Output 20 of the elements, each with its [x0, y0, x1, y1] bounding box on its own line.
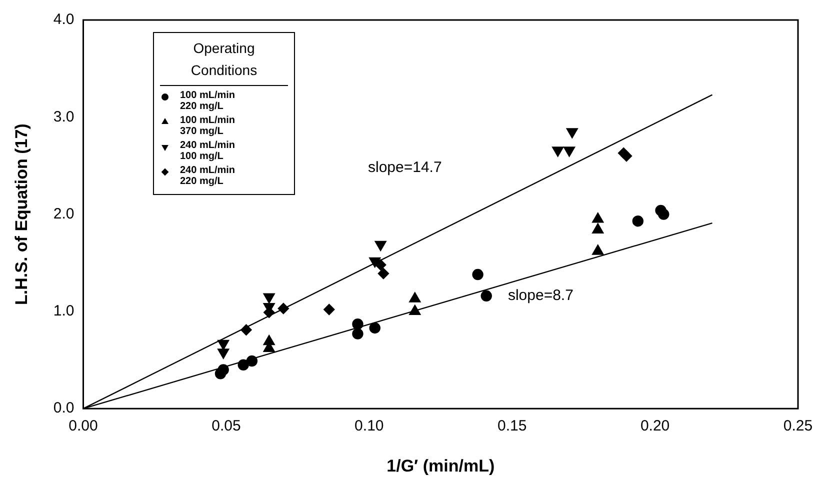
- x-tick-label: 0.25: [783, 418, 813, 435]
- legend-label: 240 mL/min 220 mg/L: [180, 165, 236, 187]
- y-axis-title: L.H.S. of Equation (17): [12, 124, 31, 305]
- x-tick-label: 0.05: [212, 418, 241, 435]
- x-tick-label: 0.10: [354, 418, 384, 435]
- x-tick-label: 0.15: [498, 418, 527, 435]
- legend-label: 240 mL/min 100 mg/L: [180, 140, 236, 162]
- y-tick-label: 0.0: [53, 400, 74, 417]
- legend-label: 100 mL/min 370 mg/L: [180, 115, 236, 137]
- x-axis-title: 1/G′ (min/mL): [386, 456, 495, 476]
- annotation: slope=8.7: [508, 287, 574, 304]
- y-tick-label: 2.0: [53, 205, 74, 222]
- annotation: slope=14.7: [368, 158, 442, 176]
- x-tick-label: 0.00: [68, 418, 98, 435]
- y-tick-label: 4.0: [53, 11, 74, 28]
- legend-label: 100 mL/min 220 mg/L: [180, 90, 236, 112]
- legend-title: Operating Conditions: [190, 39, 258, 80]
- x-tick-label: 0.20: [640, 418, 670, 435]
- y-tick-label: 1.0: [53, 302, 74, 320]
- y-tick-label: 3.0: [53, 108, 74, 126]
